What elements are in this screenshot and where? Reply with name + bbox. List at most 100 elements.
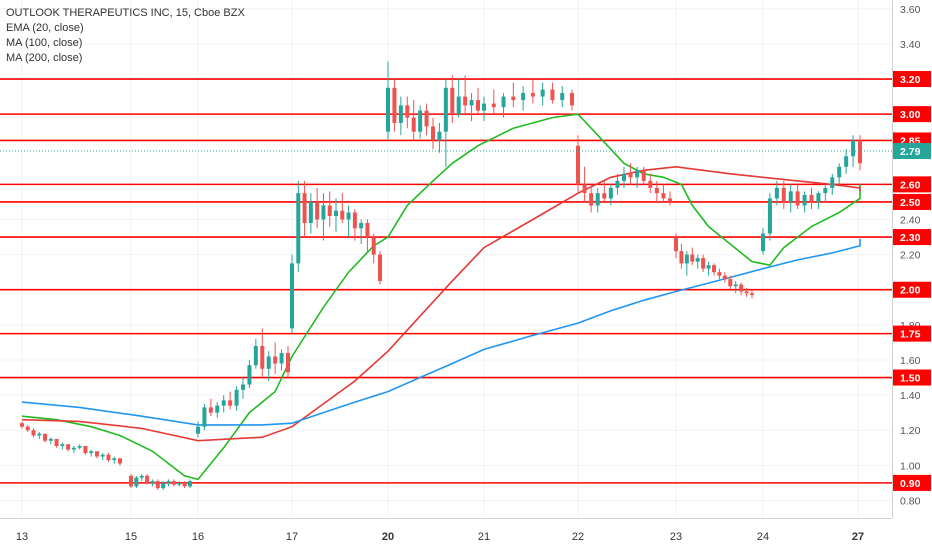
current-price-badge[interactable] [893,143,931,160]
candle[interactable] [431,117,435,150]
candle[interactable] [308,193,313,234]
candle[interactable] [392,79,397,132]
candle[interactable] [654,180,659,202]
candle[interactable] [668,191,672,206]
candle[interactable] [241,377,245,399]
candle[interactable] [260,328,265,378]
candle[interactable] [20,421,24,429]
candle[interactable] [511,82,516,108]
candle[interactable] [118,458,122,466]
candle[interactable] [166,479,171,487]
candle[interactable] [648,173,653,194]
candle[interactable] [816,191,821,209]
candle[interactable] [482,96,486,122]
candle[interactable] [359,219,364,245]
candle[interactable] [253,338,258,369]
indicator-line-0[interactable] [21,113,861,481]
indicator-ema20-label[interactable]: EMA (20, close) [6,22,84,34]
candle[interactable] [365,219,370,252]
candle[interactable] [266,351,271,382]
candle[interactable] [679,244,684,269]
level-price-badge[interactable] [893,229,931,246]
candle[interactable] [739,282,744,295]
candle[interactable] [560,86,565,108]
candle[interactable] [161,481,166,490]
candle[interactable] [286,345,290,378]
candle[interactable] [346,205,351,238]
level-price-badge[interactable] [893,369,931,386]
candle[interactable] [684,251,689,276]
level-price-badge[interactable] [893,281,931,298]
candle[interactable] [188,479,192,489]
candle[interactable] [521,86,526,111]
candle[interactable] [615,173,620,195]
level-price-badge[interactable] [893,193,931,210]
candle[interactable] [851,135,856,167]
candle[interactable] [182,481,187,489]
candle[interactable] [576,135,580,194]
candle[interactable] [443,79,448,167]
indicator-line-1[interactable] [21,165,861,442]
candle[interactable] [215,402,220,418]
candle[interactable] [321,193,326,241]
candle[interactable] [134,475,139,489]
candle[interactable] [781,180,786,209]
candle[interactable] [501,93,506,118]
candle[interactable] [701,254,706,273]
time-axis[interactable]: 13 15 16 17 20 21 22 23 24 27 [16,531,864,543]
candle[interactable] [628,163,633,185]
indicator-ma100-label[interactable]: MA (100, close) [6,37,83,49]
candle[interactable] [247,359,252,389]
candle[interactable] [750,289,754,299]
candle[interactable] [589,184,594,213]
candle[interactable] [530,79,535,104]
candle[interactable] [371,233,376,264]
candle[interactable] [315,187,320,229]
price-axis[interactable]: 0.801.001.201.401.601.802.202.402.603.40… [893,4,931,508]
candle[interactable] [386,61,390,141]
candle[interactable] [595,187,600,213]
candle[interactable] [411,100,416,141]
candle[interactable] [279,349,284,371]
candle[interactable] [340,193,345,224]
candle[interactable] [476,87,480,115]
candle[interactable] [661,184,666,202]
candle[interactable] [550,82,555,104]
candle[interactable] [602,180,607,202]
candle[interactable] [635,166,640,188]
candle[interactable] [608,184,613,206]
level-price-badge[interactable] [893,176,931,193]
candle[interactable] [290,254,294,334]
candle[interactable] [706,261,711,276]
candle[interactable] [296,180,301,273]
candle[interactable] [25,424,30,432]
candle[interactable] [129,474,133,489]
candle[interactable] [54,438,59,448]
candle[interactable] [491,89,496,115]
candle[interactable] [695,254,700,269]
candle[interactable] [378,251,382,285]
indicator-ma200-label[interactable]: MA (200, close) [6,52,83,64]
candle[interactable] [674,233,678,259]
candle[interactable] [456,79,461,118]
candle[interactable] [622,166,626,188]
level-price-badge[interactable] [893,71,931,88]
candle[interactable] [463,75,468,115]
candle[interactable] [202,403,207,431]
symbol-title[interactable]: OUTLOOK THERAPEUTICS INC, 15, Cboe BZX [6,7,245,19]
candle[interactable] [722,272,727,283]
candle[interactable] [94,451,99,459]
candle[interactable] [690,247,695,266]
candle[interactable] [570,89,574,111]
candle[interactable] [155,479,160,490]
indicator-line-2[interactable] [21,238,861,426]
candle[interactable] [60,442,65,450]
candle[interactable] [352,208,357,241]
candle[interactable] [77,444,82,450]
candle[interactable] [641,166,646,185]
candle[interactable] [196,421,200,438]
level-price-badge[interactable] [893,106,931,123]
candle[interactable] [418,105,423,139]
candle[interactable] [208,398,213,417]
